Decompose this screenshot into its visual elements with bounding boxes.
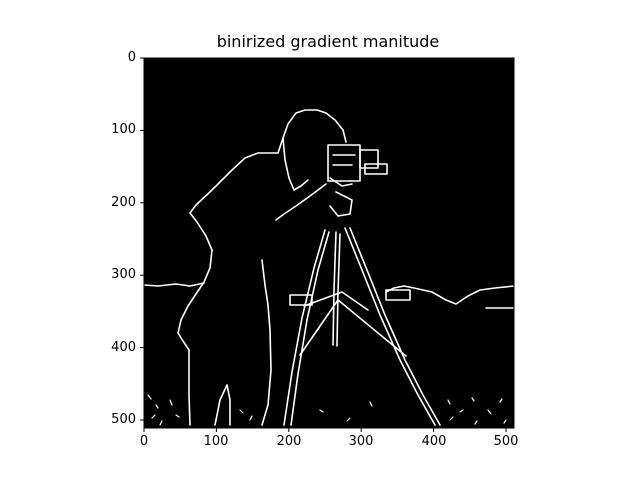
plot-title: binirized gradient manitude [216, 32, 440, 51]
figure-outline [189, 109, 347, 214]
x-tick-label-0: 0 [139, 434, 149, 449]
image-background [144, 58, 514, 428]
axes-frame [143, 57, 515, 429]
ground-texture [147, 394, 507, 426]
tripod-leg-left [283, 229, 330, 426]
building-blocks [289, 289, 515, 309]
y-tick-label-400: 400 [111, 340, 136, 355]
tripod-leg-center [332, 231, 341, 347]
x-tick-label-300: 300 [348, 434, 374, 449]
y-tick-label-200: 200 [111, 195, 136, 210]
figure-back-edge [177, 212, 213, 426]
x-axis-ticks [143, 428, 507, 432]
y-tick-label-500: 500 [111, 412, 136, 427]
camera-lens [359, 149, 379, 169]
tripod-leg-right [344, 227, 441, 426]
y-tick-label-100: 100 [111, 122, 136, 137]
y-axis-ticks [140, 57, 144, 421]
figure-coat-edge [261, 259, 272, 426]
x-tick-label-500: 500 [493, 434, 519, 449]
camera-viewfinder [364, 163, 388, 175]
y-tick-label-0: 0 [127, 50, 136, 65]
horizon-right [385, 285, 515, 305]
x-tick-label-100: 100 [203, 434, 229, 449]
camera-detail [329, 154, 356, 217]
horizon-left [143, 282, 205, 287]
x-tick-label-400: 400 [421, 434, 447, 449]
x-tick-label-200: 200 [276, 434, 302, 449]
edge-drawing [143, 109, 515, 426]
figure-leg-edge [214, 384, 231, 426]
figure-face-edge [282, 137, 309, 191]
tripod-crossbars [299, 291, 407, 357]
camera-arm [275, 183, 327, 221]
y-tick-label-300: 300 [111, 267, 136, 282]
